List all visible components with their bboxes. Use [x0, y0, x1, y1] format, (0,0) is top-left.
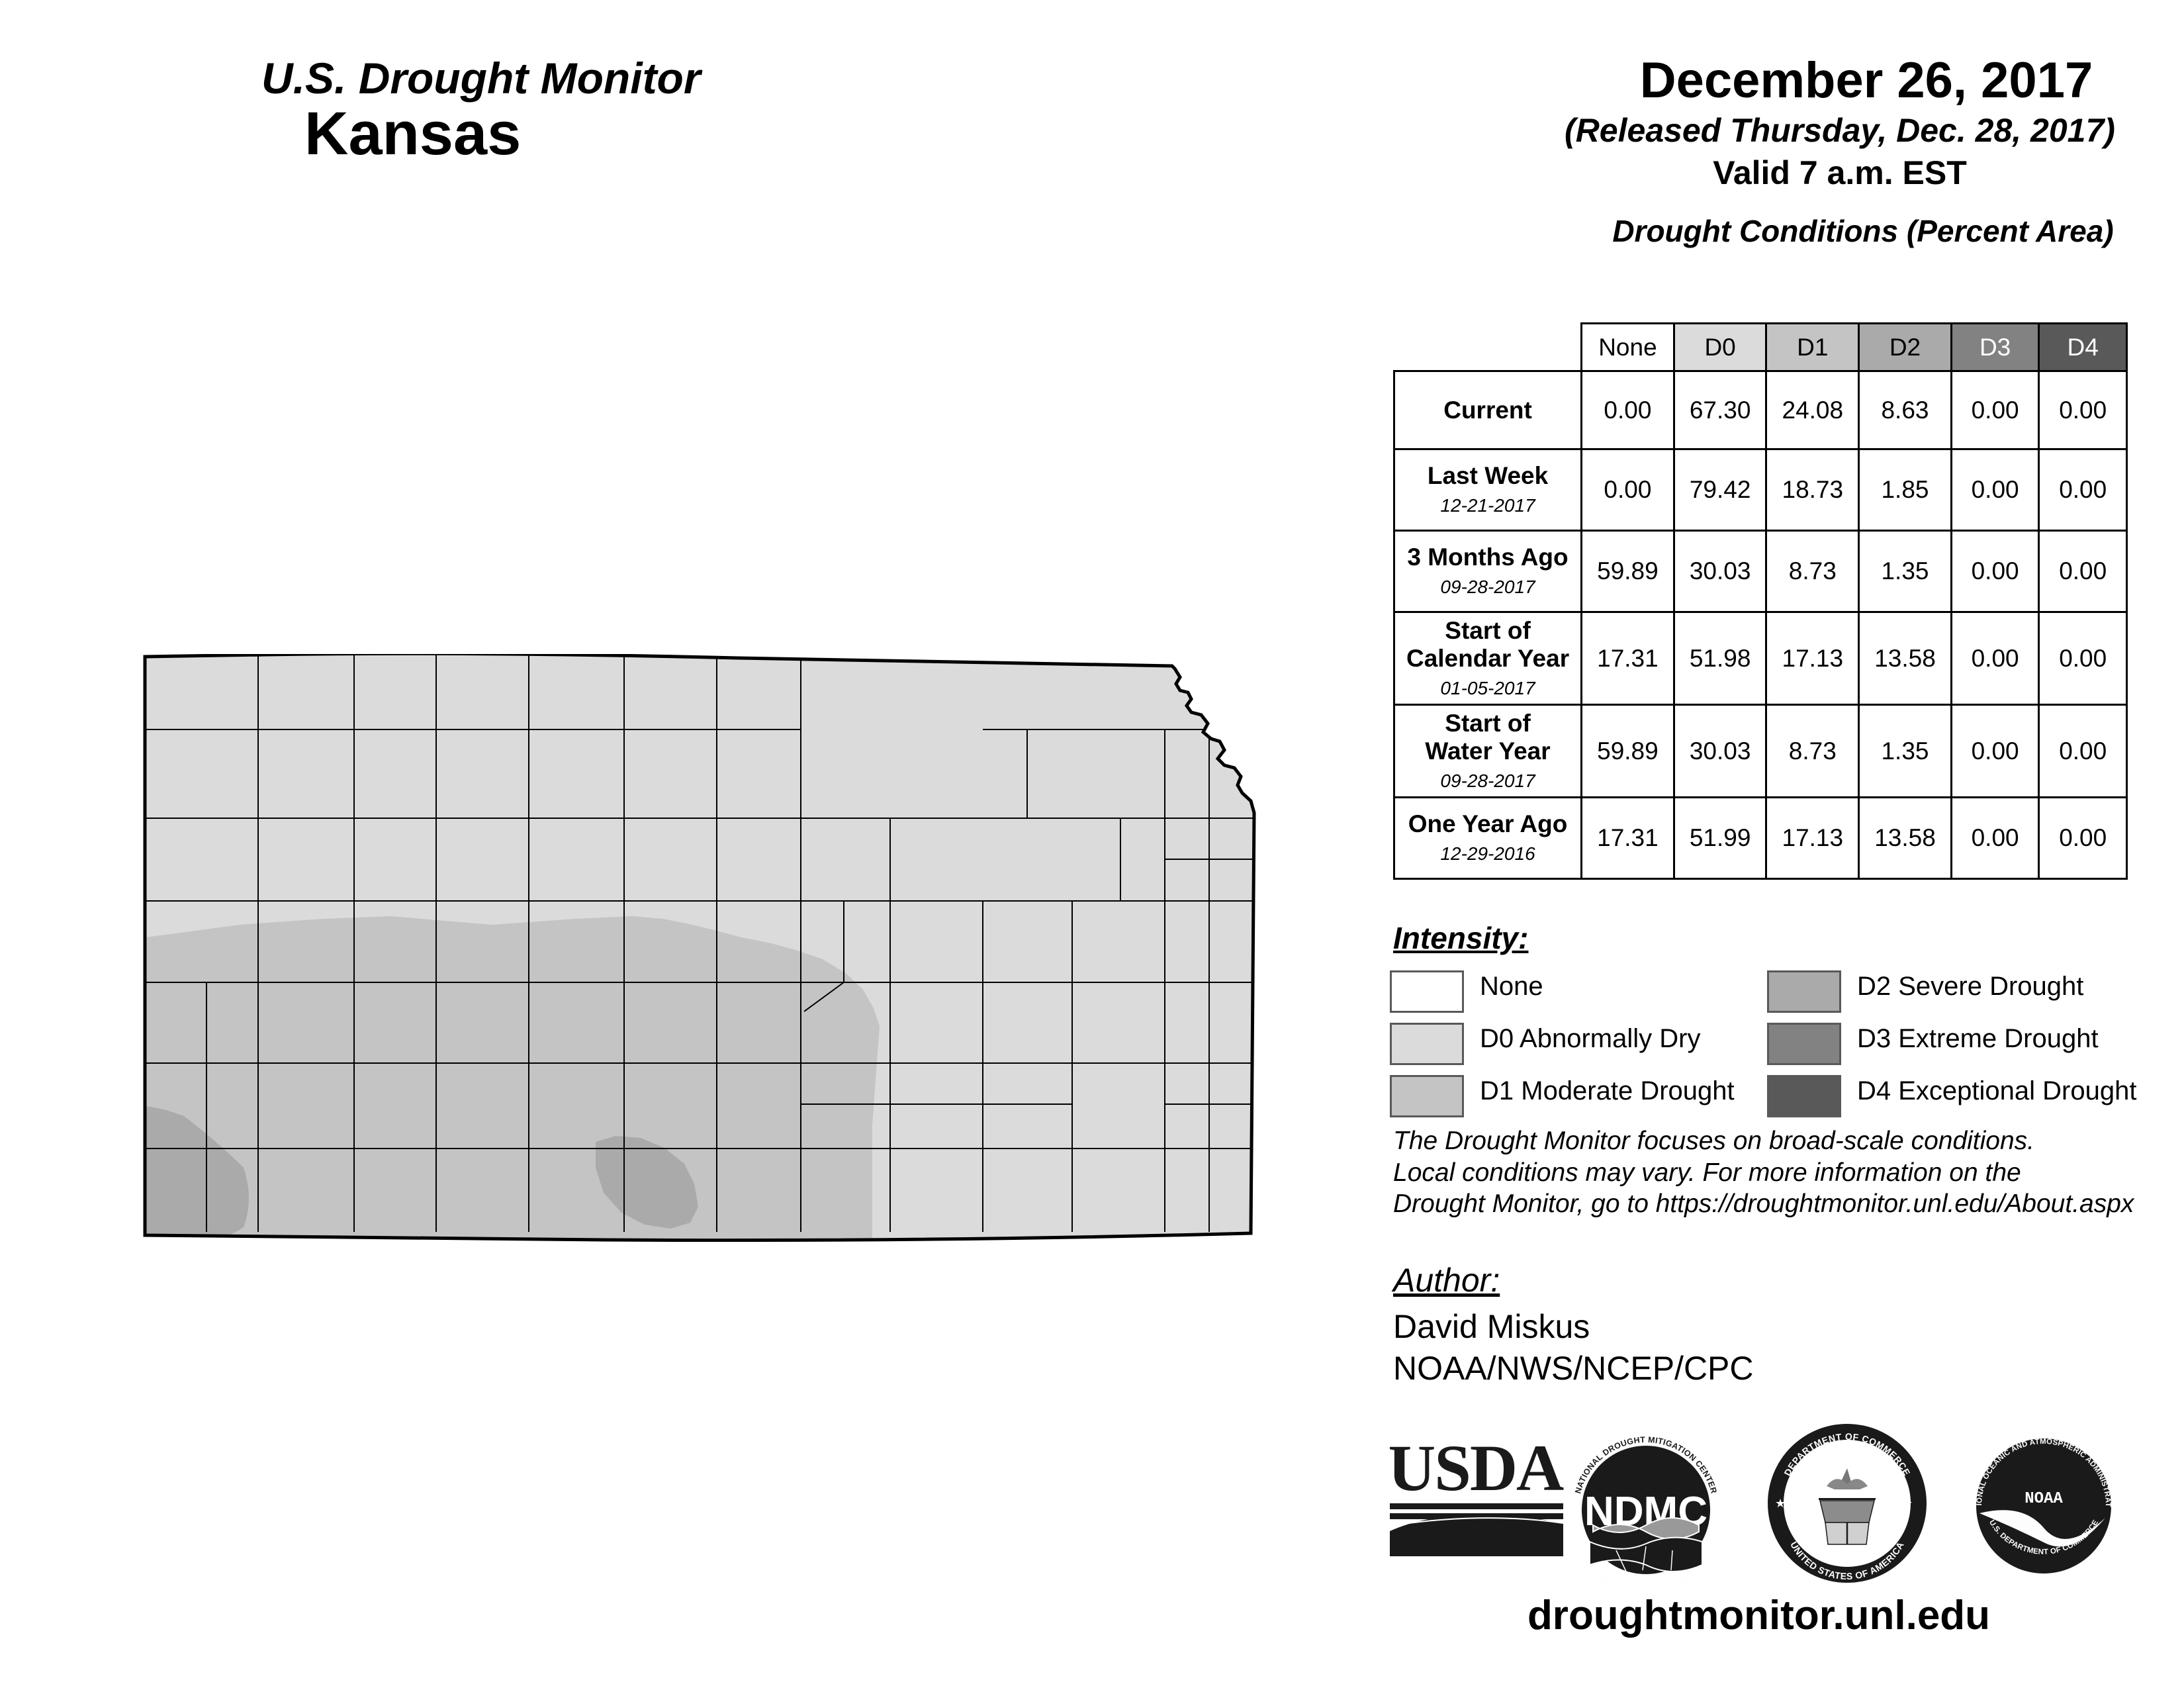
- svg-text:★: ★: [1775, 1497, 1786, 1510]
- svg-text:NOAA: NOAA: [2025, 1490, 2063, 1508]
- svg-text:USDA: USDA: [1390, 1432, 1564, 1505]
- svg-text:UNIVERSITY OF NEBRASKA: UNIVERSITY OF NEBRASKA: [1599, 1573, 1694, 1583]
- svg-text:★: ★: [1902, 1497, 1913, 1510]
